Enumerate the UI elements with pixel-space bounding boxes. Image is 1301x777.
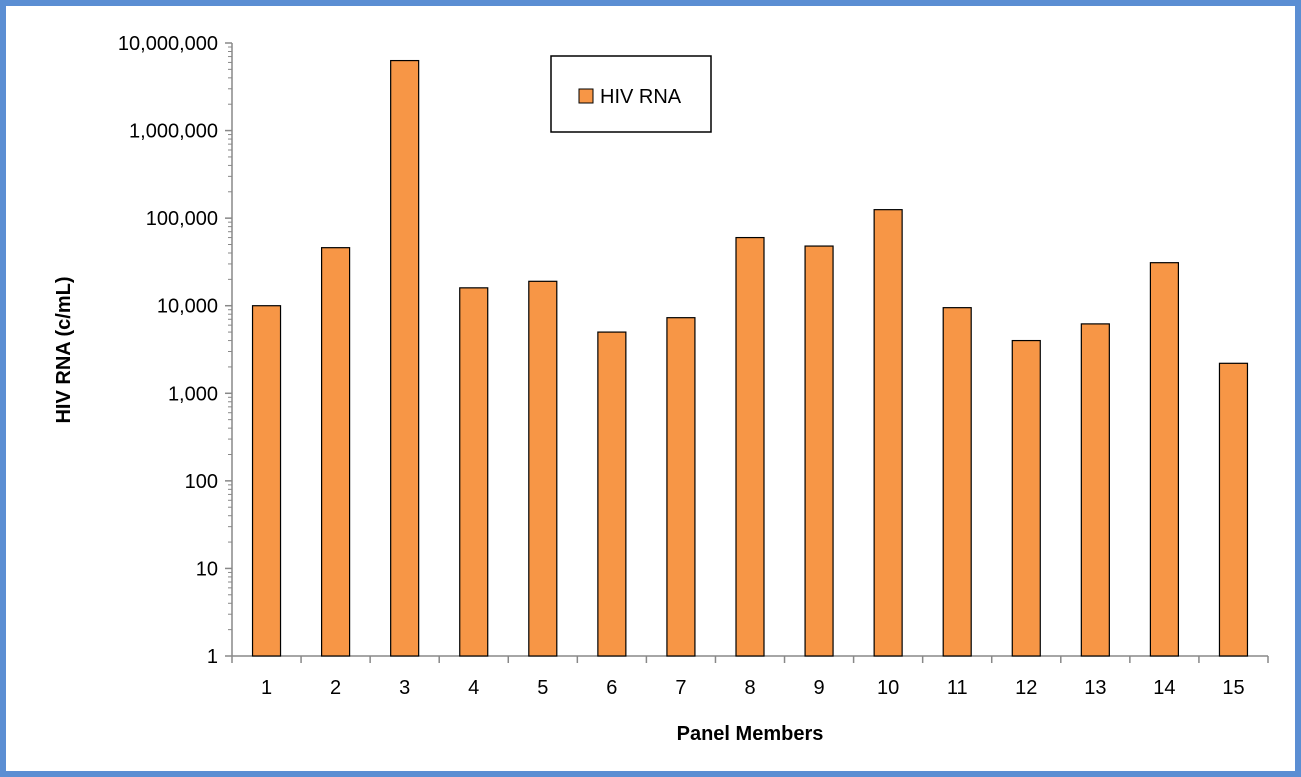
bar-panel-member-9: [804, 245, 834, 657]
bar-panel-member-4: [459, 287, 489, 657]
x-axis-title: Panel Members: [677, 723, 824, 745]
y-tick-label: 10,000: [157, 296, 218, 318]
bar-panel-member-2: [321, 247, 351, 657]
y-tick-label: 10: [196, 558, 218, 580]
x-tick-label: 7: [675, 677, 686, 699]
y-tick-label: 10,000,000: [118, 33, 218, 55]
bar-panel-member-6: [597, 331, 627, 657]
x-tick-label: 15: [1222, 677, 1244, 699]
x-tick-label: 3: [399, 677, 410, 699]
bar-panel-member-7: [666, 317, 696, 657]
x-tick-label: 2: [330, 677, 341, 699]
bar-panel-member-1: [251, 305, 282, 657]
x-tick-label: 13: [1084, 677, 1106, 699]
bar-panel-member-13: [1080, 323, 1110, 657]
x-tick-label: 6: [606, 677, 617, 699]
y-tick-label: 100,000: [146, 208, 218, 230]
bar-panel-member-14: [1149, 262, 1180, 657]
x-tick-label: 4: [468, 677, 479, 699]
legend-label: HIV RNA: [600, 86, 682, 108]
bars: [251, 59, 1249, 657]
y-tick-label: 1,000: [168, 383, 218, 405]
bar-panel-member-8: [735, 236, 765, 657]
y-axis: 1 10 100 1,000 10,000 100,000 1,000,000 10,000,…: [118, 33, 233, 668]
bar-panel-member-12: [1011, 339, 1041, 657]
x-tick-label: 12: [1015, 677, 1037, 699]
x-tick-label: 8: [744, 677, 755, 699]
x-tick-label: 9: [814, 677, 825, 699]
y-axis-title: HIV RNA (c/mL): [53, 276, 75, 423]
legend-box: [550, 55, 712, 133]
y-tick-label: 1: [207, 646, 218, 668]
y-tick-label: 100: [185, 471, 218, 493]
legend: HIV RNA: [550, 55, 712, 133]
bar-panel-member-15: [1218, 362, 1249, 657]
bar-panel-member-3: [390, 59, 420, 657]
bar-panel-member-5: [528, 280, 558, 657]
x-tick-label: 5: [537, 677, 548, 699]
y-tick-label: 1,000,000: [129, 121, 218, 143]
bar-panel-member-10: [873, 209, 903, 657]
x-tick-label: 14: [1153, 677, 1175, 699]
x-axis: 1 2 3 4 5 6 7 8 9 10 11 12 13 14 15: [231, 655, 1269, 699]
x-tick-label: 1: [261, 677, 272, 699]
legend-swatch: [578, 88, 594, 104]
x-tick-label: 11: [947, 677, 968, 699]
x-tick-label: 10: [877, 677, 899, 699]
bar-panel-member-11: [942, 307, 972, 657]
